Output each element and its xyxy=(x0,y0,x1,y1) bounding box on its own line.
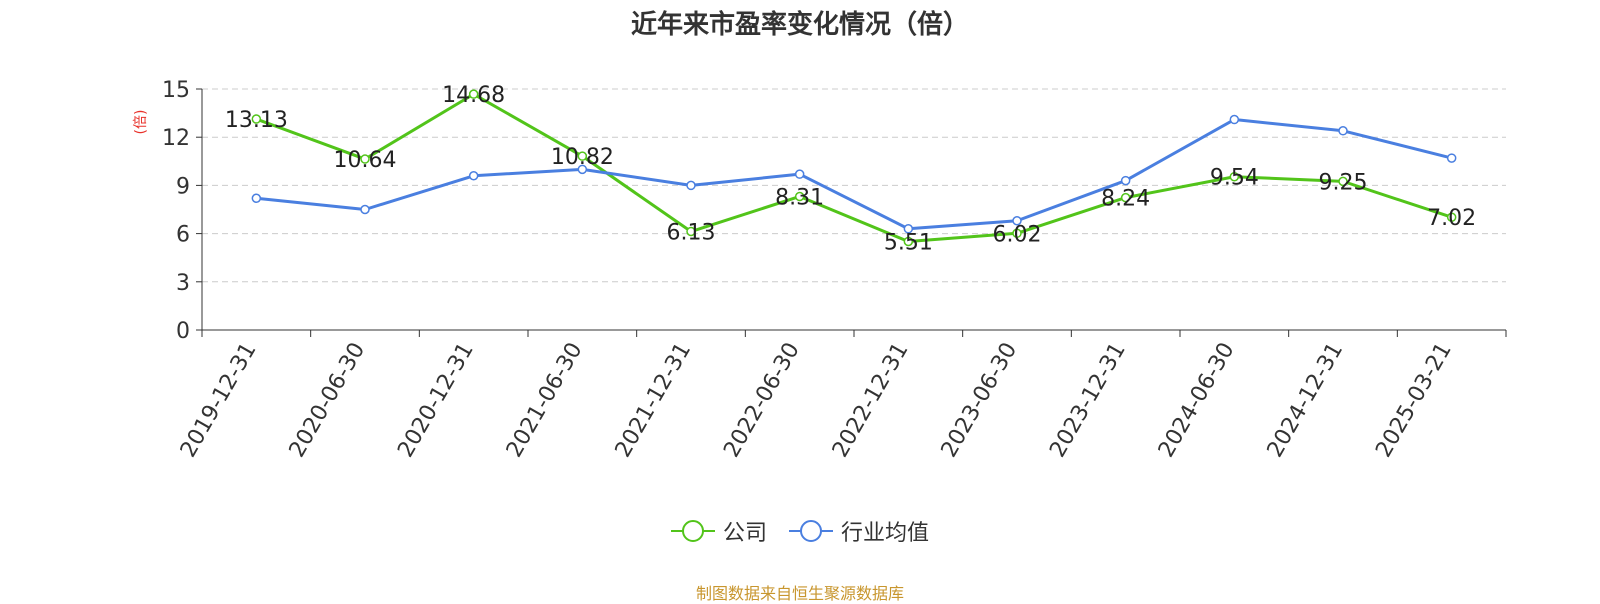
x-tick-label: 2021-06-30 xyxy=(502,339,588,462)
data-label: 14.68 xyxy=(442,83,505,108)
data-label: 5.51 xyxy=(884,230,933,255)
data-label: 13.13 xyxy=(225,108,288,133)
data-point[interactable] xyxy=(1229,114,1240,125)
legend-symbol-company xyxy=(670,520,715,542)
y-tick-label: 3 xyxy=(176,271,190,296)
legend-item-industry-average[interactable]: 行业均值 xyxy=(789,515,929,547)
series-line-industry-average xyxy=(256,118,1453,231)
data-labels: 13.13 10.64 14.68 10.82 6.13 8.31 5.51 6.02 8.24… xyxy=(225,83,1476,255)
x-tick-label: 2020-06-30 xyxy=(285,339,371,462)
y-tick-label: 9 xyxy=(176,174,190,199)
data-point[interactable] xyxy=(360,204,370,215)
data-point[interactable] xyxy=(1120,175,1131,186)
chart-title: 近年来市盈率变化情况（倍） xyxy=(630,10,969,40)
grid-lines xyxy=(202,88,1506,283)
data-label: 10.82 xyxy=(551,145,614,170)
legend-symbol-industry-average xyxy=(789,520,833,542)
data-point[interactable] xyxy=(686,180,696,191)
data-point[interactable] xyxy=(1446,212,1457,222)
x-tick-label: 2023-12-31 xyxy=(1045,339,1131,462)
data-point[interactable] xyxy=(686,226,696,237)
data-label: 6.02 xyxy=(993,222,1042,247)
data-point[interactable] xyxy=(1012,228,1022,239)
data-point[interactable] xyxy=(251,114,262,124)
x-tick-label: 2024-12-31 xyxy=(1263,339,1349,462)
data-point[interactable] xyxy=(360,154,370,164)
y-tick-label: 15 xyxy=(162,78,190,103)
series-lines xyxy=(251,89,1457,247)
x-tick-label: 2020-12-31 xyxy=(393,338,479,461)
data-label: 8.24 xyxy=(1101,187,1150,212)
y-tick-label: 0 xyxy=(176,319,190,344)
y-tick-label: 12 xyxy=(162,126,190,151)
data-point[interactable] xyxy=(1229,171,1240,182)
legend-item-company[interactable]: 公司 xyxy=(670,515,767,547)
data-point[interactable] xyxy=(1120,192,1131,203)
data-label: 7.02 xyxy=(1427,206,1476,231)
x-tick-label: 2023-06-30 xyxy=(937,339,1023,462)
x-tick-label: 2022-12-31 xyxy=(828,338,914,461)
series-line-company xyxy=(255,92,1453,243)
legend-label-industry-average: 行业均值 xyxy=(841,521,930,546)
data-point[interactable] xyxy=(468,171,479,181)
data-label: 10.64 xyxy=(334,148,397,173)
data-point[interactable] xyxy=(1338,126,1348,136)
x-tick-label: 2025-03-21 xyxy=(1371,339,1457,462)
data-point[interactable] xyxy=(903,224,914,234)
data-point[interactable] xyxy=(1338,176,1348,187)
data-point[interactable] xyxy=(1446,153,1457,163)
y-tick-label: 6 xyxy=(176,223,190,248)
data-point[interactable] xyxy=(577,151,588,161)
legend: 公司 行业均值 xyxy=(0,515,1600,547)
x-tick-label: 2021-12-31 xyxy=(611,339,697,462)
legend-label-company: 公司 xyxy=(722,521,767,546)
data-label: 6.13 xyxy=(667,221,716,246)
x-tick-label: 2022-06-30 xyxy=(719,339,805,462)
x-tick-label: 2024-06-30 xyxy=(1154,339,1240,462)
data-point[interactable] xyxy=(468,89,479,99)
x-tick-label: 2019-12-31 xyxy=(176,339,262,462)
data-point[interactable] xyxy=(794,191,805,202)
data-point[interactable] xyxy=(903,236,914,247)
source-note: 制图数据来自恒生聚源数据库 xyxy=(695,584,904,603)
y-axis-title: (倍) xyxy=(133,110,149,135)
data-point[interactable] xyxy=(577,164,588,175)
data-point[interactable] xyxy=(794,169,805,179)
axes: 0 3 6 9 12 15 2019-12-31 2020-06-30 2020-12-31 20… xyxy=(162,78,1507,462)
data-point[interactable] xyxy=(251,193,262,204)
data-label: 9.54 xyxy=(1210,166,1259,191)
data-point[interactable] xyxy=(1012,215,1022,226)
data-label: 9.25 xyxy=(1319,170,1368,195)
data-label: 8.31 xyxy=(775,185,824,210)
